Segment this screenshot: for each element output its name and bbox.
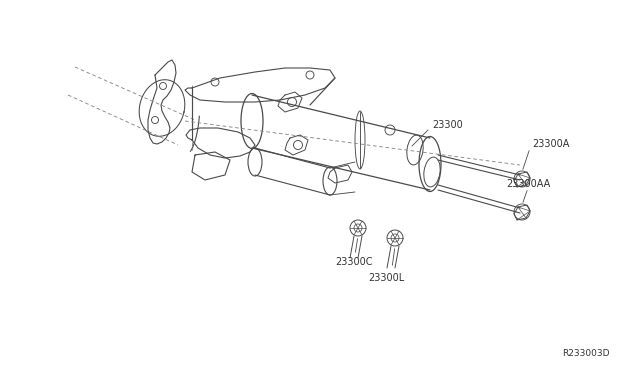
Text: 23300AA: 23300AA — [506, 179, 550, 189]
Text: 23300C: 23300C — [335, 257, 372, 267]
Text: 23300L: 23300L — [368, 273, 404, 283]
Text: 23300A: 23300A — [532, 139, 570, 149]
Text: 23300: 23300 — [432, 120, 463, 130]
Text: R233003D: R233003D — [563, 349, 610, 358]
